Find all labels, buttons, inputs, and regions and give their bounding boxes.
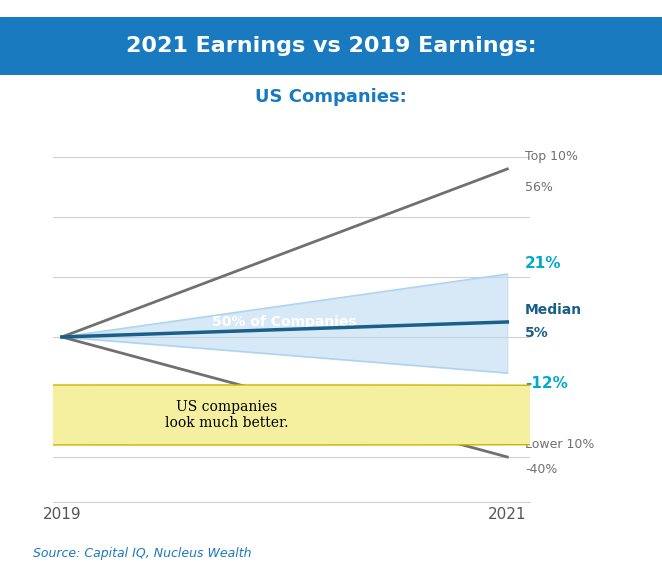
Text: 56%: 56%: [525, 181, 553, 194]
Text: 50% of Companies: 50% of Companies: [213, 315, 357, 329]
Text: Source: Capital IQ, Nucleus Wealth: Source: Capital IQ, Nucleus Wealth: [33, 548, 252, 560]
Text: 21%: 21%: [525, 256, 561, 271]
Text: Top 10%: Top 10%: [525, 150, 578, 163]
FancyBboxPatch shape: [0, 385, 662, 445]
Text: 5%: 5%: [525, 327, 549, 340]
Text: -40%: -40%: [525, 463, 557, 476]
Text: -12%: -12%: [525, 376, 568, 391]
Text: Median: Median: [525, 304, 583, 317]
Text: Lower 10%: Lower 10%: [525, 438, 594, 451]
Text: US companies
look much better.: US companies look much better.: [165, 400, 289, 430]
Text: US Companies:: US Companies:: [255, 88, 407, 106]
Text: 2021 Earnings vs 2019 Earnings:: 2021 Earnings vs 2019 Earnings:: [126, 36, 536, 56]
